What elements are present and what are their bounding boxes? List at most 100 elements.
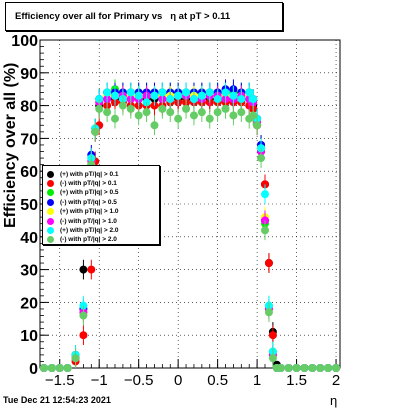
y-tick-label: 20 bbox=[20, 295, 38, 312]
legend-item: (-) with pT/|q| > 0.1 bbox=[47, 178, 117, 188]
data-point bbox=[158, 104, 167, 113]
legend-label: (-) with pT/|q| > 0.1 bbox=[60, 179, 117, 187]
data-point bbox=[166, 95, 175, 104]
y-tick-label: 100 bbox=[11, 33, 38, 50]
data-point bbox=[205, 88, 214, 97]
data-point bbox=[213, 95, 222, 104]
legend-label: (-) with pT/|q| > 0.5 bbox=[60, 198, 117, 206]
y-tick-label: 10 bbox=[20, 328, 38, 345]
legend-item: (+) with pT/|q| > 0.5 bbox=[47, 188, 119, 198]
data-point bbox=[103, 88, 112, 97]
data-point bbox=[47, 364, 56, 372]
data-point bbox=[174, 91, 183, 100]
legend-marker-icon bbox=[47, 170, 54, 178]
legend-label: (+) with pT/|q| > 0.1 bbox=[60, 170, 119, 178]
data-point bbox=[332, 364, 341, 372]
data-point bbox=[189, 111, 198, 120]
y-tick-label: 40 bbox=[20, 230, 38, 247]
legend-marker-icon bbox=[47, 198, 54, 206]
legend-item: (-) with pT/|q| > 2.0 bbox=[47, 235, 117, 245]
data-point bbox=[189, 95, 198, 104]
data-point bbox=[316, 364, 325, 372]
data-point bbox=[118, 101, 127, 110]
data-point bbox=[197, 108, 206, 117]
data-point bbox=[276, 364, 285, 372]
data-point bbox=[213, 108, 222, 117]
data-point bbox=[63, 364, 72, 372]
data-point bbox=[150, 91, 159, 100]
x-axis-label: η bbox=[330, 393, 338, 408]
data-point bbox=[261, 190, 269, 199]
legend-marker-icon bbox=[47, 226, 54, 234]
data-point bbox=[79, 265, 88, 274]
data-point bbox=[39, 364, 48, 372]
data-point bbox=[268, 331, 277, 340]
data-point bbox=[292, 364, 301, 372]
y-tick-label: 80 bbox=[20, 99, 38, 116]
legend-item: (+) with pT/|q| > 0.1 bbox=[47, 169, 119, 179]
data-point bbox=[111, 91, 119, 100]
legend-marker-icon bbox=[47, 208, 54, 216]
data-point bbox=[257, 154, 266, 163]
data-point bbox=[126, 104, 135, 113]
data-point bbox=[249, 111, 258, 120]
legend-item: (-) with pT/|q| > 1.0 bbox=[47, 216, 117, 226]
data-point bbox=[264, 308, 273, 317]
x-tick-label: 0.5 bbox=[207, 372, 228, 389]
legend: (+) with pT/|q| > 0.1 (-) with pT/|q| > 0… bbox=[42, 165, 160, 245]
data-point bbox=[182, 88, 191, 97]
data-point bbox=[174, 114, 183, 123]
legend-item: (+) with pT/|q| > 2.0 bbox=[47, 225, 119, 235]
data-point bbox=[221, 88, 230, 97]
legend-label: (+) with pT/|q| > 0.5 bbox=[60, 189, 119, 197]
data-point bbox=[268, 354, 277, 363]
data-point bbox=[126, 88, 135, 97]
legend-label: (-) with pT/|q| > 2.0 bbox=[60, 236, 117, 244]
data-point bbox=[261, 226, 269, 235]
data-point bbox=[253, 121, 262, 130]
x-tick-label: −1.5 bbox=[45, 372, 75, 389]
data-point bbox=[150, 121, 159, 130]
data-point bbox=[249, 95, 258, 104]
data-point bbox=[134, 91, 143, 100]
x-tick-label: 2 bbox=[332, 372, 340, 389]
chart-title: Efficiency over all for Primary vs η at … bbox=[15, 11, 231, 22]
data-point bbox=[182, 104, 191, 113]
legend-marker-icon bbox=[47, 236, 54, 244]
data-point bbox=[91, 127, 100, 136]
x-tick-label: −0.5 bbox=[124, 372, 154, 389]
data-point bbox=[221, 104, 230, 113]
y-tick-label: 70 bbox=[20, 131, 38, 148]
legend-item: (+) with pT/|q| > 1.0 bbox=[47, 207, 119, 217]
data-point bbox=[245, 88, 254, 97]
title-box: Efficiency over all for Primary vs η at … bbox=[5, 2, 283, 31]
y-axis-label: Efficiency over all (%) bbox=[2, 62, 19, 228]
data-point bbox=[308, 364, 317, 372]
timestamp-footer: Tue Dec 21 12:54:23 2021 bbox=[3, 395, 111, 405]
legend-marker-icon bbox=[47, 189, 54, 197]
x-tick-label: 1.5 bbox=[286, 372, 307, 389]
data-point bbox=[134, 111, 143, 120]
y-tick-label: 30 bbox=[20, 263, 38, 280]
data-point bbox=[55, 364, 64, 372]
data-point bbox=[87, 265, 96, 274]
data-point bbox=[95, 104, 104, 113]
legend-label: (-) with pT/|q| > 1.0 bbox=[60, 217, 117, 225]
x-tick-label: −1 bbox=[91, 372, 108, 389]
data-point bbox=[197, 91, 206, 100]
data-point bbox=[103, 108, 112, 117]
data-point bbox=[237, 95, 246, 104]
legend-label: (+) with pT/|q| > 2.0 bbox=[60, 226, 119, 234]
y-tick-label: 90 bbox=[20, 66, 38, 83]
data-point bbox=[229, 91, 238, 100]
data-point bbox=[237, 108, 246, 117]
data-point bbox=[142, 108, 151, 117]
x-tick-label: 1 bbox=[253, 372, 261, 389]
data-point bbox=[71, 354, 80, 363]
y-tick-label: 50 bbox=[20, 197, 38, 214]
data-point bbox=[111, 114, 119, 123]
legend-marker-icon bbox=[47, 179, 54, 187]
data-point bbox=[166, 108, 175, 117]
data-point bbox=[205, 114, 214, 123]
data-point bbox=[324, 364, 333, 372]
